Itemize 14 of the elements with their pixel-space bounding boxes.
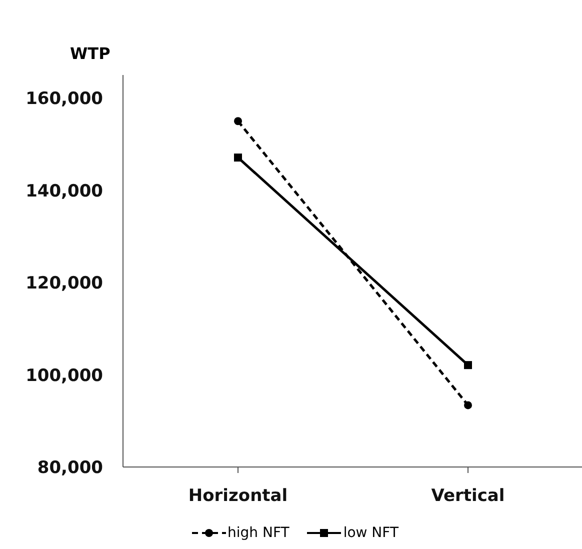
y-tick-label: 120,000: [26, 274, 104, 294]
point: [234, 154, 242, 162]
point: [234, 117, 242, 126]
legend-label: low NFT: [343, 525, 398, 541]
x-tick-label: Vertical: [431, 486, 505, 506]
y-tick-label: 100,000: [26, 366, 104, 386]
y-tick-label: 80,000: [37, 458, 104, 478]
point: [464, 361, 472, 370]
y-tick-label: 140,000: [26, 181, 104, 202]
legend-label: high NFT: [228, 525, 290, 541]
y-tick-label: 160,000: [26, 89, 104, 110]
point: [464, 401, 472, 410]
y-axis-title: WTP: [70, 44, 110, 63]
x-tick-label: Horizontal: [188, 486, 288, 506]
